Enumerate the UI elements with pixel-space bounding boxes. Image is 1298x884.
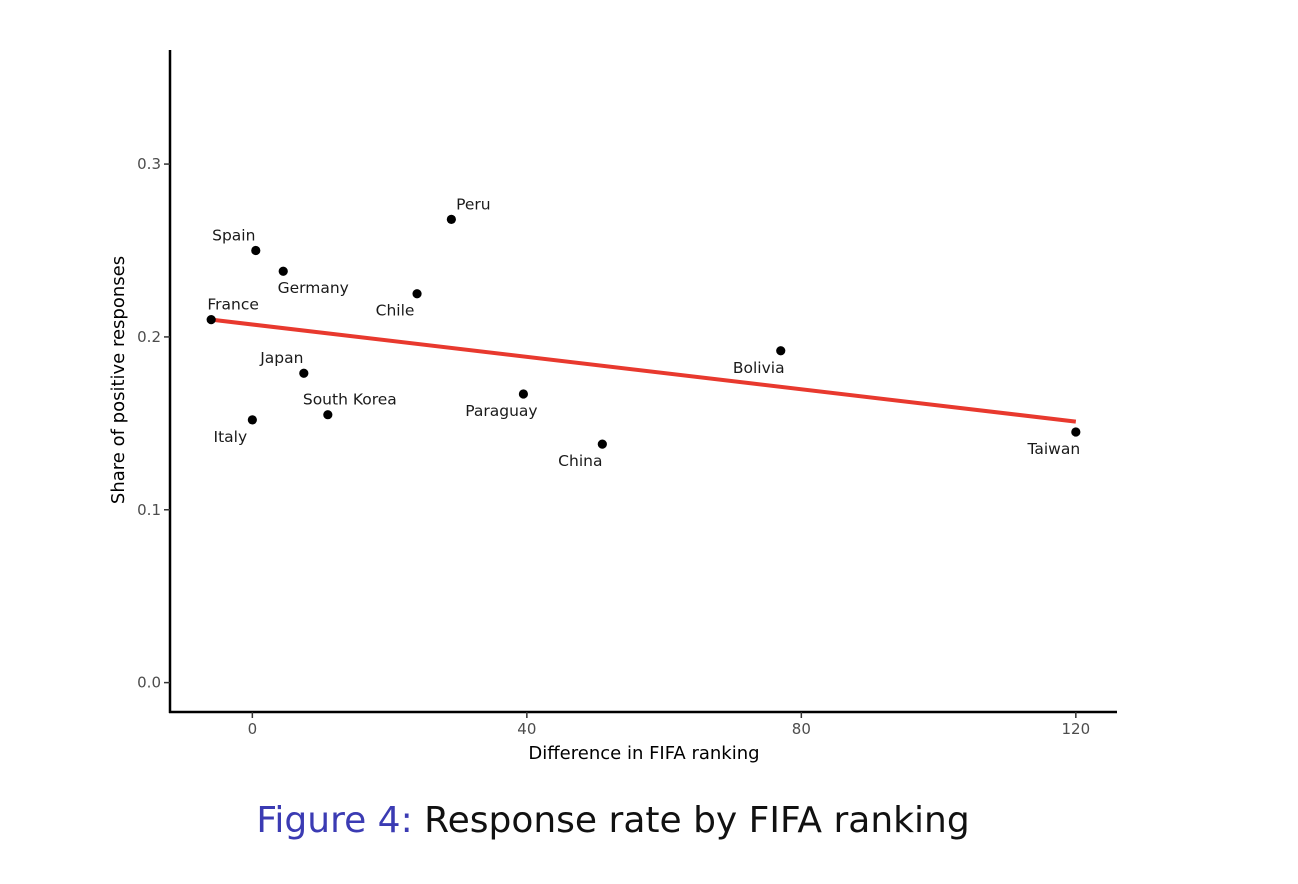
- figure-caption: Figure 4: Response rate by FIFA ranking: [0, 800, 1226, 841]
- data-point: [323, 410, 333, 420]
- data-point: [278, 266, 288, 276]
- caption-text: Response rate by FIFA ranking: [424, 800, 970, 841]
- caption-prefix: Figure 4:: [256, 800, 413, 841]
- y-tick-label: 0.1: [137, 501, 161, 519]
- data-point: [446, 214, 456, 224]
- point-label: China: [558, 452, 602, 470]
- data-point: [776, 346, 786, 356]
- point-label: Germany: [278, 279, 349, 297]
- point-label: Peru: [456, 195, 491, 213]
- data-point: [299, 368, 309, 378]
- point-label: Taiwan: [1026, 440, 1080, 458]
- data-point: [1071, 427, 1081, 437]
- point-label: South Korea: [303, 391, 397, 409]
- data-point: [251, 245, 261, 256]
- point-label: Spain: [212, 227, 255, 245]
- points-group: [206, 214, 1081, 449]
- point-label: France: [207, 296, 259, 314]
- x-tick-label: 120: [1062, 720, 1091, 738]
- axes: [168, 50, 1117, 714]
- ticks: 0 40 80 120 0.0 0.1 0.2 0.3: [137, 155, 1090, 738]
- data-point: [206, 315, 216, 325]
- x-tick-label: 80: [792, 720, 811, 738]
- y-axis-title: Share of positive responses: [108, 256, 129, 504]
- x-axis-title: Difference in FIFA ranking: [528, 743, 759, 764]
- data-point: [518, 389, 529, 399]
- data-point: [247, 415, 257, 425]
- point-labels-group: Spain Germany Peru Chile France Japan South Ko…: [207, 195, 1080, 470]
- scatter-chart: 0 40 80 120 0.0 0.1 0.2 0.3 Spain Germany Peru Chi…: [108, 50, 1117, 764]
- point-label: Bolivia: [733, 359, 785, 377]
- x-tick-label: 40: [517, 720, 536, 738]
- y-tick-label: 0.2: [137, 328, 161, 346]
- data-point: [597, 439, 607, 449]
- y-tick-label: 0.3: [137, 155, 161, 173]
- data-point: [412, 289, 422, 299]
- point-label: Japan: [259, 349, 303, 367]
- x-tick-label: 0: [248, 720, 258, 738]
- regression-line: [210, 317, 1077, 424]
- point-label: Italy: [214, 428, 248, 446]
- y-tick-label: 0.0: [137, 674, 161, 692]
- point-label: Paraguay: [465, 402, 537, 420]
- point-label: Chile: [376, 302, 415, 320]
- fit-line-group: [210, 317, 1077, 424]
